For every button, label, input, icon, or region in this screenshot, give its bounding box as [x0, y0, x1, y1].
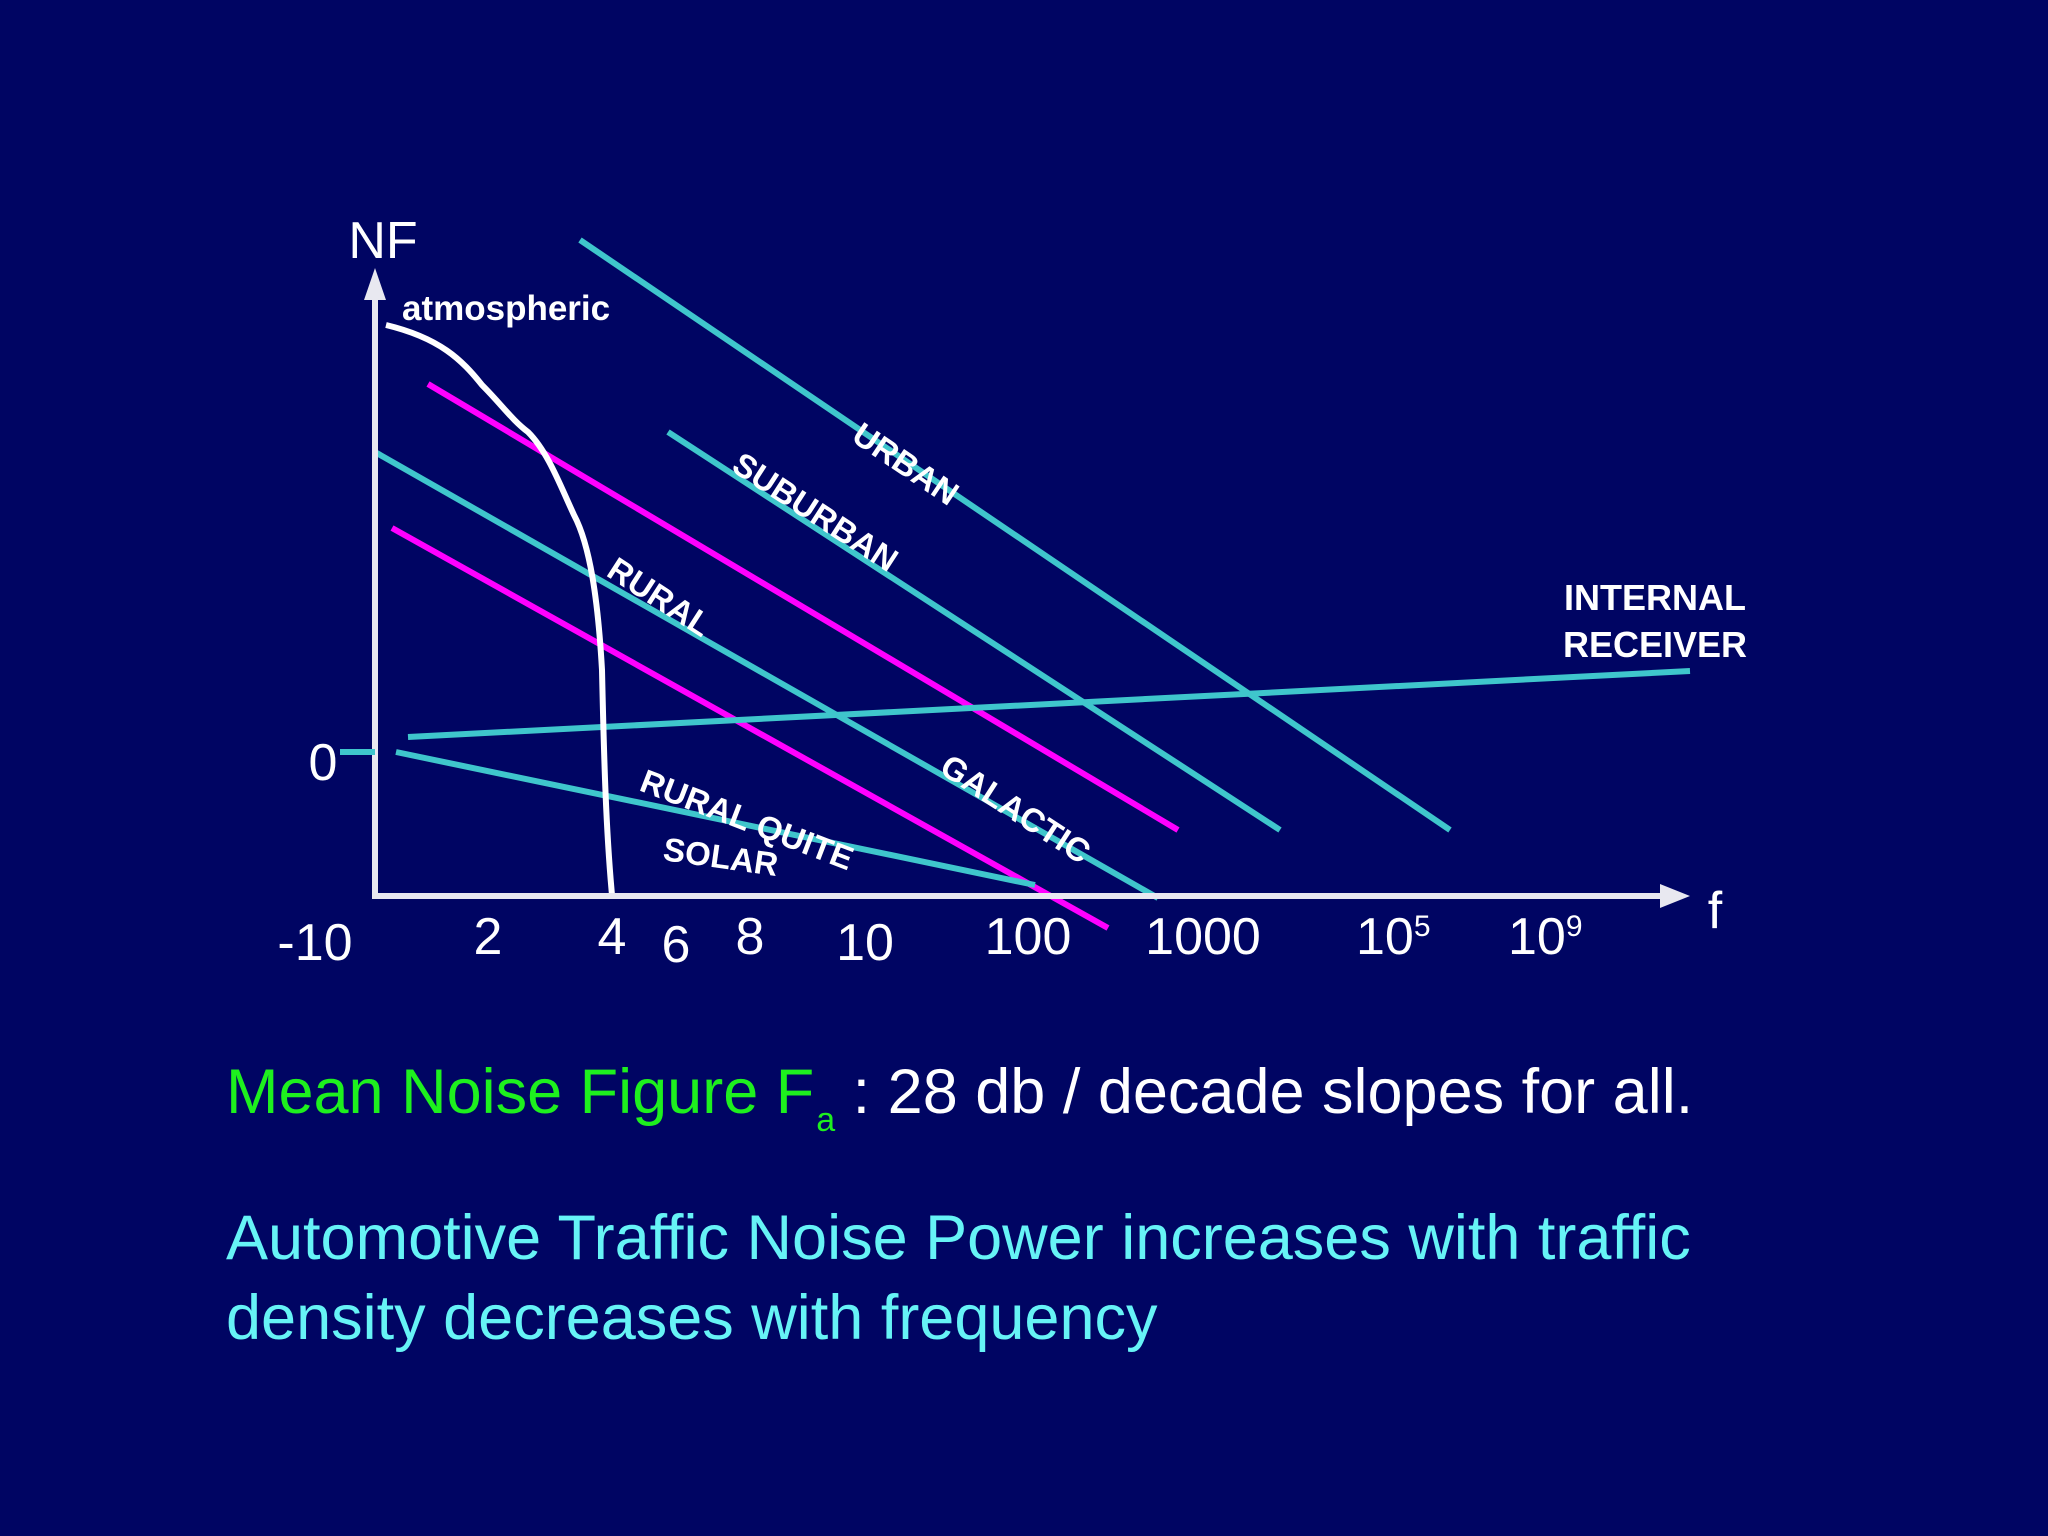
x-tick-label: 8	[736, 908, 765, 966]
x-tick-exponent: 5	[1414, 910, 1431, 943]
series-line-atmospheric	[386, 325, 612, 895]
caption-green-text: Mean Noise Figure F	[226, 1057, 814, 1127]
x-tick-label: 100	[985, 908, 1072, 966]
x-tick-label: -10	[277, 914, 352, 972]
x-axis-arrow	[1660, 884, 1690, 908]
y-axis-arrow	[364, 268, 386, 300]
caption-white-text: : 28 db / decade slopes for all.	[835, 1057, 1693, 1127]
y-tick-label-0: 0	[309, 734, 338, 792]
y-axis-label: NF	[348, 212, 417, 270]
series-line-urban	[580, 240, 1450, 830]
series-label-internal: INTERNAL	[1564, 577, 1746, 618]
series-label-atmospheric: atmospheric	[402, 289, 610, 328]
x-tick-exponent: 9	[1566, 910, 1583, 943]
x-tick-label: 4	[598, 908, 627, 966]
caption-mean-noise-figure: Mean Noise Figure Fa : 28 db / decade sl…	[226, 1052, 1693, 1142]
series-label-receiver: RECEIVER	[1563, 624, 1747, 665]
x-tick-label: 6	[662, 916, 691, 974]
series-label-rural: RURAL	[601, 550, 718, 644]
caption-subscript: a	[816, 1101, 835, 1139]
x-tick-label: 10	[836, 914, 894, 972]
x-tick-label: 1000	[1145, 908, 1261, 966]
x-axis-label: f	[1708, 882, 1723, 940]
x-tick-label: 105	[1356, 908, 1431, 966]
x-tick-label: 109	[1508, 908, 1583, 966]
x-tick-label: 2	[474, 908, 503, 966]
caption-traffic-noise: Automotive Traffic Noise Power increases…	[226, 1198, 1886, 1358]
series-label-urban: URBAN	[846, 415, 965, 512]
